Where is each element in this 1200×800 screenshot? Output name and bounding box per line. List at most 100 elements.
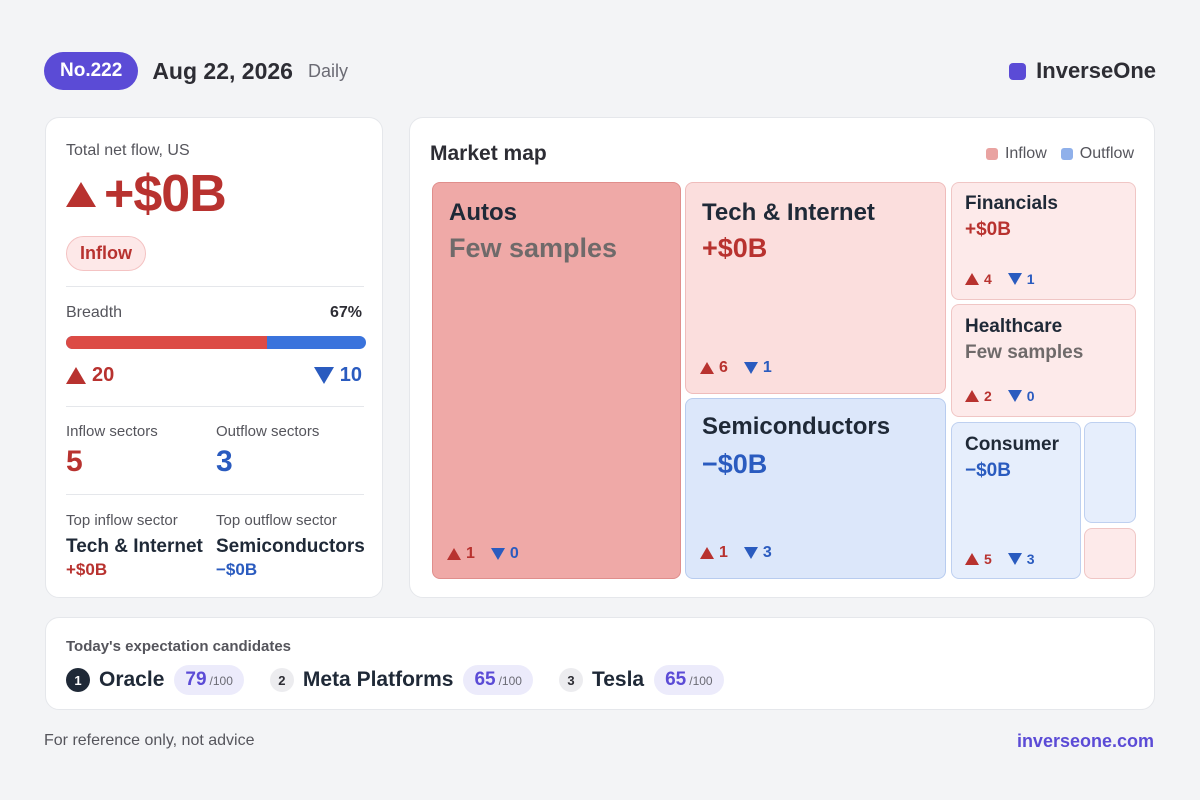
top-inflow-sector-name: Tech & Internet <box>66 536 203 557</box>
candidate-item[interactable]: 1 Oracle 79 /100 <box>66 665 244 695</box>
sector-counts: 5 3 <box>965 551 1035 567</box>
total-net-flow-value: +$0B <box>66 164 227 224</box>
divider <box>66 494 364 495</box>
sector-tile-small-outflow[interactable] <box>1084 422 1136 523</box>
sector-name: Consumer <box>965 434 1059 455</box>
sector-tile-financials[interactable]: Financials +$0B 4 1 <box>951 182 1136 300</box>
sector-up-count: 4 <box>984 271 992 287</box>
candidate-score: 65 /100 <box>654 665 724 695</box>
report-cadence: Daily <box>307 60 348 81</box>
divider <box>66 406 364 407</box>
sector-name: Healthcare <box>965 316 1063 337</box>
disclaimer: For reference only, not advice <box>44 732 255 749</box>
up-triangle-icon <box>700 362 714 374</box>
sector-name: Autos <box>449 199 517 226</box>
up-triangle-icon <box>965 273 979 285</box>
sector-up-count: 1 <box>719 544 728 561</box>
sector-value: Few samples <box>965 342 1084 363</box>
brand: InverseOne <box>1009 58 1156 84</box>
inflow-sectors-count: 5 <box>66 445 83 478</box>
report-date: Aug 22, 2026 <box>152 57 293 84</box>
score-value: 65 <box>474 669 496 690</box>
sector-counts: 1 0 <box>447 545 519 563</box>
sector-name: Tech & Internet <box>702 199 875 226</box>
sector-down-count: 1 <box>762 359 772 376</box>
score-max: /100 <box>209 674 233 688</box>
advancers-count: 20 <box>66 364 114 387</box>
sector-counts: 1 3 <box>700 544 772 562</box>
score-value: 79 <box>185 669 207 690</box>
sector-tile-consumer[interactable]: Consumer −$0B 5 3 <box>951 422 1081 579</box>
down-triangle-icon <box>1007 390 1022 402</box>
top-inflow-sector-value: +$0B <box>66 560 108 579</box>
inflow-sectors-label: Inflow sectors <box>66 423 158 440</box>
sector-value: −$0B <box>702 449 768 479</box>
candidates-list: 1 Oracle 79 /100 2 Meta Platforms 65 /10… <box>66 665 750 695</box>
website-link[interactable]: inverseone.com <box>1016 731 1154 751</box>
market-map-card: Market map Inflow Outflow Autos Few samp… <box>409 117 1155 598</box>
outflow-sectors-label: Outflow sectors <box>216 423 320 440</box>
sector-up-count: 2 <box>984 388 992 404</box>
candidate-score: 65 /100 <box>463 665 533 695</box>
score-max: /100 <box>498 674 522 688</box>
sector-counts: 6 1 <box>700 359 772 377</box>
outflow-sectors-count: 3 <box>216 445 233 478</box>
divider <box>66 286 364 287</box>
top-inflow-label: Top inflow sector <box>66 512 178 529</box>
rank-badge: 3 <box>558 668 583 692</box>
up-triangle-icon <box>447 548 461 560</box>
score-max: /100 <box>689 674 713 688</box>
sector-counts: 4 1 <box>965 271 1035 287</box>
up-triangle-icon <box>66 181 96 207</box>
down-triangle-icon <box>313 367 334 384</box>
sector-tile-semiconductors[interactable]: Semiconductors −$0B 1 3 <box>685 398 946 579</box>
down-triangle-icon <box>743 547 758 559</box>
candidate-item[interactable]: 2 Meta Platforms 65 /100 <box>269 665 533 695</box>
rank-badge: 1 <box>66 668 90 692</box>
sector-value: Few samples <box>449 233 618 263</box>
legend-outflow-label: Outflow <box>1079 145 1134 162</box>
total-net-flow-label: Total net flow, US <box>66 142 190 159</box>
candidate-name: Oracle <box>99 668 165 691</box>
sector-down-count: 3 <box>762 544 772 561</box>
sector-up-count: 5 <box>984 551 992 567</box>
top-outflow-sector-name: Semiconductors <box>216 536 365 557</box>
down-triangle-icon <box>1007 273 1022 285</box>
brand-name: InverseOne <box>1036 58 1156 83</box>
sector-tile-tech-internet[interactable]: Tech & Internet +$0B 6 1 <box>685 182 946 394</box>
header: No.222 Aug 22, 2026 Daily InverseOne <box>44 51 1156 91</box>
sector-down-count: 0 <box>1026 388 1035 404</box>
breadth-percent: 67% <box>329 304 362 321</box>
sector-up-count: 6 <box>719 359 728 376</box>
rank-badge: 2 <box>269 668 294 692</box>
candidate-score: 79 /100 <box>174 665 244 695</box>
top-outflow-label: Top outflow sector <box>216 512 337 529</box>
candidates-label: Today's expectation candidates <box>66 638 292 655</box>
up-triangle-icon <box>66 367 86 384</box>
score-value: 65 <box>665 669 687 690</box>
top-outflow-sector-value: −$0B <box>216 560 258 579</box>
candidate-item[interactable]: 3 Tesla 65 /100 <box>558 665 724 695</box>
decliners-value: 10 <box>339 364 362 386</box>
sector-down-count: 1 <box>1026 271 1035 287</box>
down-triangle-icon <box>743 362 758 374</box>
sector-up-count: 1 <box>466 545 475 562</box>
sector-down-count: 3 <box>1026 551 1035 567</box>
legend-item-outflow: Outflow <box>1060 145 1134 163</box>
market-map-legend: Inflow Outflow <box>980 145 1134 163</box>
sector-tile-small-inflow[interactable] <box>1084 528 1136 579</box>
down-triangle-icon <box>1007 553 1022 565</box>
brand-logo-icon <box>1009 62 1027 80</box>
sector-value: +$0B <box>702 233 768 263</box>
up-triangle-icon <box>700 547 714 559</box>
breadth-label: Breadth <box>66 304 123 321</box>
net-flow-amount: +$0B <box>104 165 227 223</box>
sector-tile-autos[interactable]: Autos Few samples 1 0 <box>432 182 681 579</box>
candidate-name: Meta Platforms <box>302 668 454 691</box>
outflow-swatch-icon <box>1060 148 1073 160</box>
candidate-name: Tesla <box>591 668 645 691</box>
sector-tile-healthcare[interactable]: Healthcare Few samples 2 0 <box>951 304 1136 417</box>
advancers-value: 20 <box>92 364 115 386</box>
net-flow-summary-card: Total net flow, US +$0B Inflow Breadth 6… <box>45 117 383 598</box>
legend-inflow-label: Inflow <box>1004 145 1047 162</box>
